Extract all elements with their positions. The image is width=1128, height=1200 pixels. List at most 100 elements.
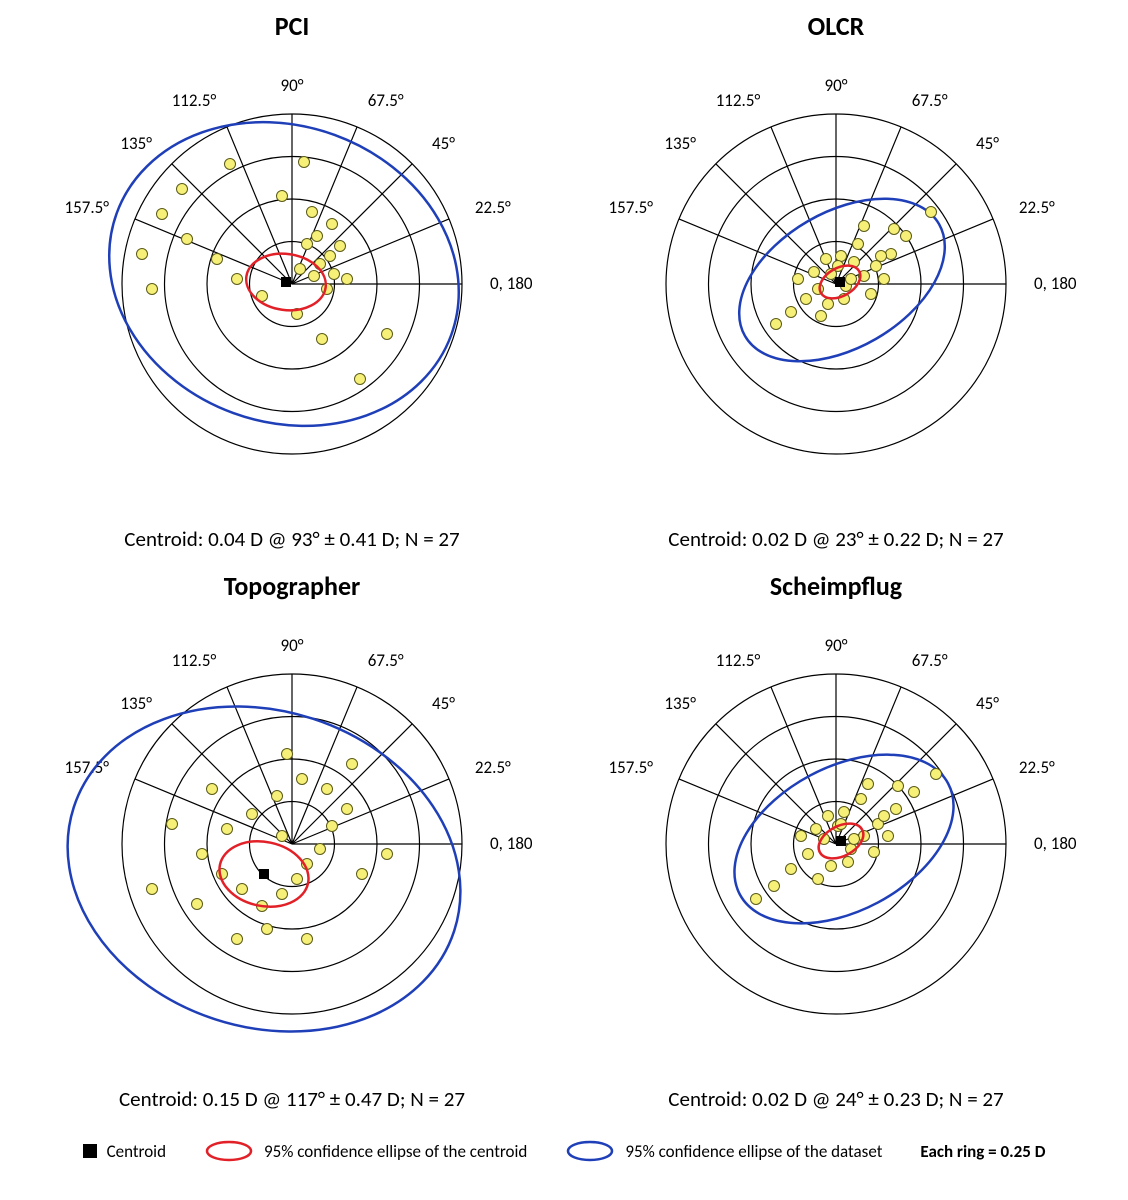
panel-title: OLCR [564,10,1108,42]
data-point [869,847,880,858]
data-point [826,861,837,872]
blue-ellipse-icon [565,1140,615,1162]
angle-label: 22.5° [1019,197,1055,218]
data-point [192,899,203,910]
data-point [846,274,857,285]
data-point [931,769,942,780]
data-point [866,289,877,300]
centroid-marker [836,836,846,846]
data-point [355,374,366,385]
data-point [769,881,780,892]
chart-grid: PCI0, 180°22.5°45°67.5°90°112.5°135°157.… [0,0,1128,1130]
panel-title: Scheimpflug [564,570,1108,602]
data-point [232,274,243,285]
data-point [801,294,812,305]
data-point [147,284,158,295]
panel-caption: Centroid: 0.02 D @ 24° ± 0.23 D; N = 27 [564,1086,1108,1112]
grid-spoke [679,779,836,844]
angle-label: 67.5° [368,90,404,111]
data-point [823,811,834,822]
data-point [327,219,338,230]
polar-plot: 0, 180°22.5°45°67.5°90°112.5°135°157.5° [596,604,1076,1084]
data-point [821,254,832,265]
data-point [879,274,890,285]
data-point [823,299,834,310]
angle-label: 90° [825,75,848,96]
data-point [309,271,320,282]
data-point [325,251,336,262]
angle-label: 45° [976,133,999,154]
data-point [856,794,867,805]
data-point [147,884,158,895]
angle-label: 90° [281,635,304,656]
data-point [137,249,148,260]
angle-label: 0, 180° [1034,833,1076,854]
data-point [893,781,904,792]
polar-plot: 0, 180°22.5°45°67.5°90°112.5°135°157.5° [52,44,532,524]
angle-label: 135° [664,693,696,714]
centroid-square-icon [83,1144,97,1158]
grid-spoke [716,164,836,284]
data-point [843,857,854,868]
legend-centroid-label: Centroid [107,1141,166,1162]
centroid-marker [281,277,291,287]
data-point [813,874,824,885]
data-point [871,261,882,272]
data-point [182,234,193,245]
data-point [809,267,820,278]
data-point [322,784,333,795]
grid-spoke [292,779,449,844]
data-point [382,329,393,340]
panel-title: Topographer [20,570,564,602]
data-point [157,209,168,220]
angle-label: 90° [281,75,304,96]
grid-spoke [292,724,412,844]
data-point [329,269,340,280]
data-point [357,869,368,880]
grid-spoke [135,219,292,284]
data-point [839,807,850,818]
data-point [382,849,393,860]
legend-blue-ellipse: 95% confidence ellipse of the dataset [565,1140,882,1162]
data-point [295,264,306,275]
data-point [342,274,353,285]
data-point [302,934,313,945]
legend: Centroid 95% confidence ellipse of the c… [0,1130,1128,1182]
data-point [277,191,288,202]
red-ellipse-icon [204,1140,254,1162]
data-point [796,831,807,842]
data-point [282,749,293,760]
data-point [803,849,814,860]
data-point [901,231,912,242]
angle-label: 135° [120,693,152,714]
data-point [811,824,822,835]
dataset-ellipse [52,657,503,1081]
chart-panel: PCI0, 180°22.5°45°67.5°90°112.5°135°157.… [20,10,564,570]
data-point [886,249,897,260]
data-point [232,934,243,945]
data-point [751,894,762,905]
data-point [312,231,323,242]
data-point [177,184,188,195]
data-point [167,819,178,830]
data-point [836,251,847,262]
data-point [212,254,223,265]
data-point [277,889,288,900]
data-point [262,924,273,935]
data-point [327,821,338,832]
legend-ring-step: Each ring = 0.25 D [920,1141,1045,1162]
data-point [335,241,346,252]
angle-label: 112.5° [172,90,217,111]
legend-red-label: 95% confidence ellipse of the centroid [264,1141,527,1162]
grid-spoke [292,164,412,284]
angle-label: 67.5° [912,90,948,111]
data-point [816,311,827,322]
angle-label: 0, 180° [490,833,532,854]
chart-panel: OLCR0, 180°22.5°45°67.5°90°112.5°135°157… [564,10,1108,570]
angle-label: 90° [825,635,848,656]
data-point [237,884,248,895]
panel-caption: Centroid: 0.02 D @ 23° ± 0.22 D; N = 27 [564,526,1108,552]
angle-label: 45° [976,693,999,714]
angle-label: 22.5° [475,197,511,218]
data-point [292,874,303,885]
